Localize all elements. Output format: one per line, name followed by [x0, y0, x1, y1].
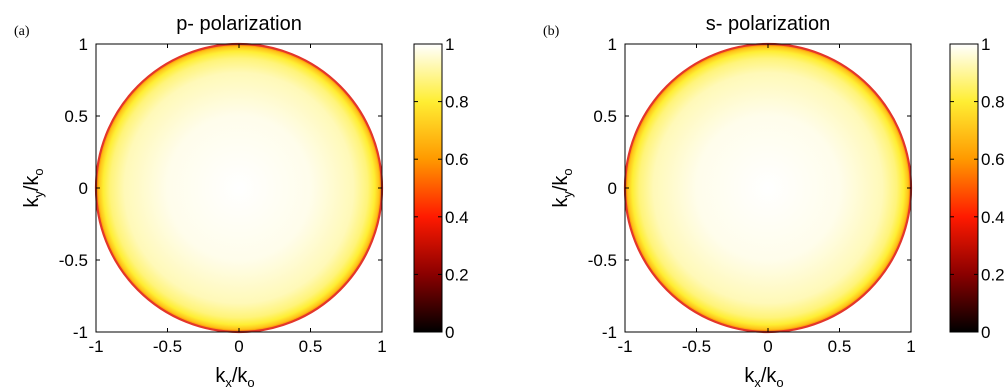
- y-label-k: k: [21, 197, 43, 208]
- colorbar-tick-label: 1: [981, 35, 990, 54]
- x-label-k: k: [744, 365, 755, 387]
- y-label-k: k: [550, 197, 572, 208]
- panel-label: (b): [543, 24, 560, 39]
- colorbar: [949, 43, 979, 333]
- colorbar-tick-label: 0.8: [981, 93, 1005, 112]
- y-label-sub-o: o: [31, 168, 46, 175]
- x-axis-label: kx/ko: [215, 365, 254, 388]
- x-tick-label: 0.5: [828, 337, 852, 356]
- chart-title: s- polarization: [706, 13, 831, 35]
- x-label-slash: /k: [232, 365, 249, 387]
- x-label-k: k: [215, 365, 226, 387]
- x-label-sub-x: x: [225, 375, 232, 388]
- colorbar-tick-label: 0.2: [445, 265, 469, 284]
- y-tick-label: 0.5: [64, 107, 88, 126]
- colorbar: [413, 43, 443, 333]
- colorbar-tick-label: 1: [445, 35, 454, 54]
- panel-label: (a): [14, 24, 30, 39]
- y-tick-label: 0.5: [593, 107, 617, 126]
- y-label-sub-y: y: [31, 191, 46, 198]
- x-label-sub-x: x: [754, 375, 761, 388]
- y-tick-label: 1: [79, 35, 88, 54]
- x-tick-label: -1: [617, 337, 632, 356]
- y-tick-label: -1: [602, 323, 617, 342]
- transmission-disk: [96, 44, 382, 332]
- x-tick-label: -1: [88, 337, 103, 356]
- y-label-sub-o: o: [560, 168, 575, 175]
- y-tick-label: 0: [79, 179, 88, 198]
- x-tick-label: -0.5: [682, 337, 711, 356]
- colorbar-tick-label: 0.6: [445, 150, 469, 169]
- colorbar-tick-label: 0.8: [445, 93, 469, 112]
- y-tick-label: -0.5: [59, 251, 88, 270]
- y-tick-label: -0.5: [588, 251, 617, 270]
- y-tick-label: -1: [73, 323, 88, 342]
- chart-title: p- polarization: [176, 13, 302, 35]
- chart-panel-b: (b) s- polarization -1 -0.5 0 0.5 1 -1 -0.5 0 0.5 1…: [543, 13, 1005, 388]
- colorbar-tick-label: 0.2: [981, 265, 1005, 284]
- x-label-slash: /k: [761, 365, 778, 387]
- colorbar-tick-label: 0: [445, 323, 454, 342]
- y-label-slash: /k: [550, 175, 572, 192]
- y-axis-label: ky/ko: [21, 168, 46, 207]
- y-label-sub-y: y: [560, 191, 575, 198]
- x-tick-label: 1: [906, 337, 915, 356]
- x-tick-label: 1: [377, 337, 386, 356]
- x-axis-label: kx/ko: [744, 365, 783, 388]
- y-tick-label: 0: [608, 179, 617, 198]
- x-label-sub-o: o: [776, 375, 783, 388]
- colorbar-tick-label: 0.6: [981, 150, 1005, 169]
- x-label-sub-o: o: [247, 375, 254, 388]
- chart-panel-a: (a) p- polarization -1 -0.5 0 0.5 1 -1 -0.5 0 0.5 1…: [14, 13, 469, 388]
- colorbar-tick-label: 0: [981, 323, 990, 342]
- transmission-disk: [625, 44, 911, 332]
- colorbar-tick-label: 0.4: [445, 208, 469, 227]
- x-tick-label: 0: [763, 337, 772, 356]
- y-axis-label: ky/ko: [550, 168, 575, 207]
- y-tick-label: 1: [608, 35, 617, 54]
- x-tick-label: -0.5: [153, 337, 182, 356]
- x-tick-label: 0: [234, 337, 243, 356]
- y-label-slash: /k: [21, 175, 43, 192]
- colorbar-tick-label: 0.4: [981, 208, 1005, 227]
- x-tick-label: 0.5: [299, 337, 323, 356]
